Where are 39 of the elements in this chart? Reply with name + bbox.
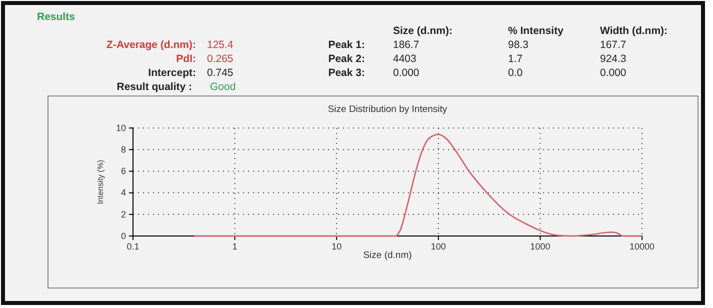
text: 0.0 [508,67,523,79]
y-tick-label: 4 [120,188,126,198]
text: 98.3 [508,39,529,51]
x-tick-label: 0.1 [126,241,140,252]
text: 924.3 [600,53,626,65]
y-axis-title: Intensity (%) [96,159,105,204]
text: Peak 1: [328,39,365,51]
text: PdI: [176,53,196,65]
text: 0.745 [207,67,234,79]
text: Z-Average (d.nm): [106,39,196,51]
x-tick-label: 1000 [530,241,550,252]
x-tick-label: 10000 [629,241,655,252]
y-tick-label: 0 [120,230,126,241]
y-tick-label: 8 [120,144,126,154]
text: Width (d.nm): [600,25,668,37]
x-axis-title: Size (d.nm) [363,250,412,261]
x-tick-label: 1 [232,241,238,252]
text: 0.000 [393,67,420,79]
x-tick-label: 100 [430,241,446,252]
chart-title: Size Distribution by Intensity [328,104,448,115]
y-tick-label: 6 [120,166,126,176]
text: Peak 3: [328,67,365,79]
text: 125.4 [207,39,234,51]
text: 1.7 [508,53,523,65]
text: 4403 [393,53,417,65]
text: Peak 2: [328,53,365,65]
text: Good [210,81,236,93]
text: 0.000 [600,67,626,79]
text: % Intensity [508,25,564,37]
text: 0.265 [207,53,234,65]
text: Result quality : [116,81,192,93]
text: 186.7 [393,39,420,51]
y-tick-label: 2 [120,209,126,220]
x-tick-label: 10 [332,241,342,252]
text: Intercept: [148,67,196,79]
text: 167.7 [600,39,626,51]
text: Size (d.nm): [393,25,452,37]
y-tick-label: 10 [116,122,126,133]
text: Results [37,11,76,23]
